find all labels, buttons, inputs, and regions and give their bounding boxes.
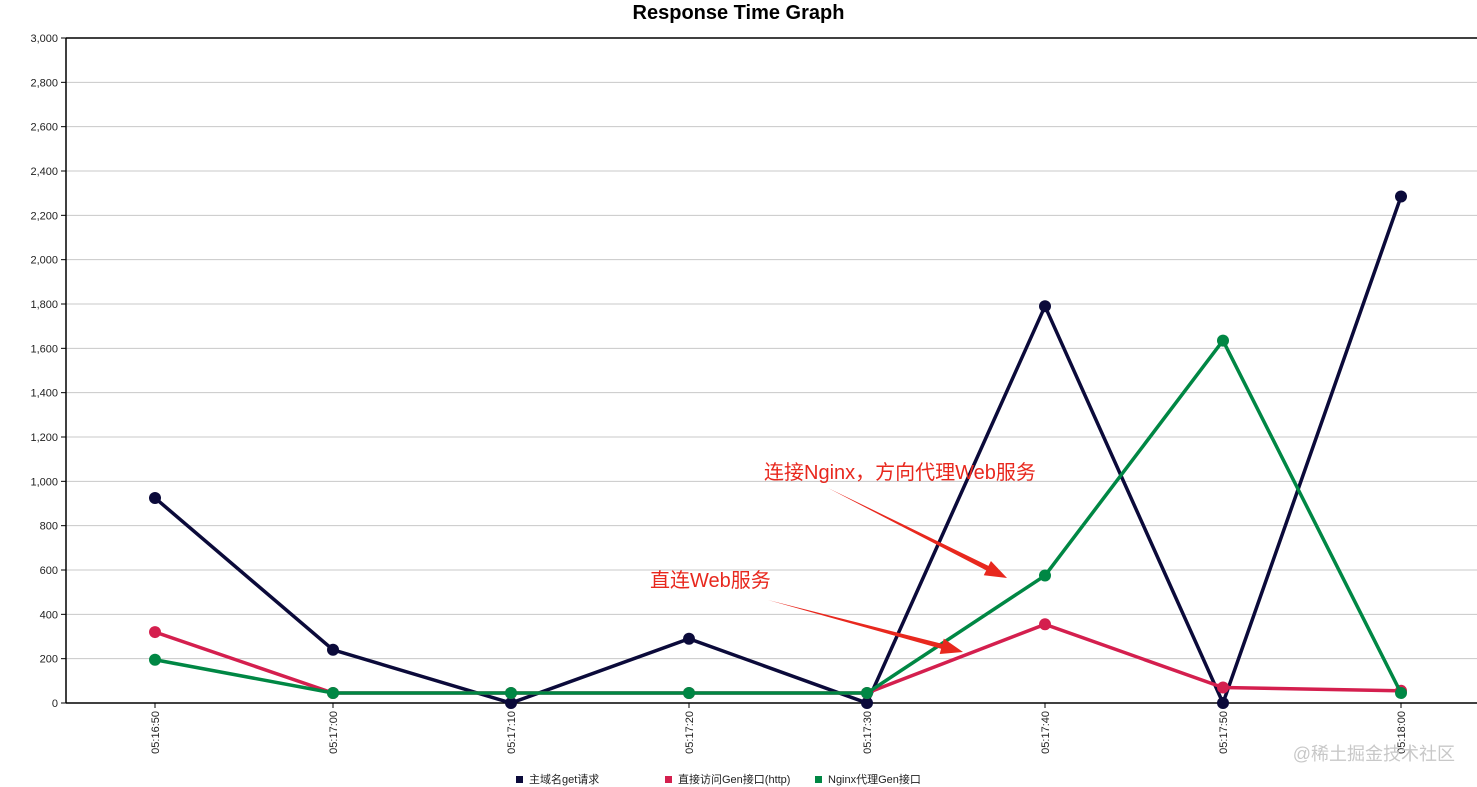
y-tick-label: 1,800 bbox=[30, 299, 58, 311]
annotation-arrow-nginx bbox=[828, 488, 1007, 578]
x-tick-label: 05:18:00 bbox=[1396, 711, 1408, 754]
y-tick-label: 1,400 bbox=[30, 388, 58, 400]
data-point bbox=[327, 643, 339, 656]
y-tick-label: 1,600 bbox=[30, 343, 58, 355]
legend-label: 直接访问Gen接口(http) bbox=[678, 774, 791, 786]
legend-label: Nginx代理Gen接口 bbox=[828, 774, 921, 786]
watermark: @稀土掘金技术社区 bbox=[1292, 744, 1455, 764]
x-tick-label: 05:17:20 bbox=[684, 711, 696, 754]
legend-item-0: 主域名get请求 bbox=[516, 771, 599, 787]
annotation-arrow-direct bbox=[768, 600, 963, 655]
y-tick-label: 2,000 bbox=[30, 255, 58, 267]
series-line-2 bbox=[154, 337, 1403, 695]
legend-swatch bbox=[815, 775, 822, 783]
data-point bbox=[327, 687, 339, 700]
data-point bbox=[683, 687, 695, 700]
y-tick-label: 1,000 bbox=[30, 476, 58, 488]
y-tick-label: 3,000 bbox=[30, 33, 58, 45]
legend-item-2: Nginx代理Gen接口 bbox=[815, 771, 921, 787]
y-tick-label: 1,200 bbox=[30, 432, 58, 444]
y-tick-label: 2,200 bbox=[30, 210, 58, 222]
data-point bbox=[149, 491, 161, 504]
data-point bbox=[149, 626, 161, 639]
data-point bbox=[505, 687, 517, 700]
data-point bbox=[1039, 300, 1051, 313]
y-tick-label: 600 bbox=[40, 565, 58, 577]
data-point bbox=[683, 632, 695, 645]
legend-item-1: 直接访问Gen接口(http) bbox=[665, 771, 790, 787]
y-tick-label: 0 bbox=[52, 698, 58, 710]
x-tick-label: 05:17:00 bbox=[328, 711, 340, 754]
series-line-0 bbox=[153, 195, 1403, 708]
data-point bbox=[861, 697, 873, 709]
y-tick-label: 800 bbox=[40, 521, 58, 533]
data-point bbox=[1039, 569, 1051, 582]
annotation-nginx: 连接Nginx，方向代理Web服务 bbox=[764, 462, 1036, 484]
chart-title: Response Time Graph bbox=[632, 2, 845, 24]
legend-label: 主域名get请求 bbox=[529, 774, 600, 786]
legend-swatch bbox=[665, 775, 672, 783]
data-point bbox=[1217, 334, 1229, 347]
x-tick-label: 05:17:40 bbox=[1040, 711, 1052, 754]
y-tick-label: 400 bbox=[40, 609, 58, 621]
y-tick-label: 2,600 bbox=[30, 122, 58, 134]
data-point bbox=[505, 697, 517, 709]
x-tick-label: 05:17:10 bbox=[506, 711, 518, 754]
y-tick-label: 2,800 bbox=[30, 77, 58, 89]
data-point bbox=[149, 653, 161, 666]
data-point bbox=[1217, 697, 1229, 709]
data-point bbox=[1395, 190, 1407, 203]
y-tick-label: 2,400 bbox=[30, 166, 58, 178]
data-point bbox=[1395, 687, 1407, 700]
x-tick-label: 05:17:30 bbox=[862, 711, 874, 754]
legend-swatch bbox=[516, 775, 523, 783]
data-point bbox=[861, 687, 873, 700]
data-point bbox=[1039, 618, 1051, 631]
y-tick-label: 200 bbox=[40, 654, 58, 666]
annotation-direct: 直连Web服务 bbox=[650, 570, 771, 592]
x-tick-label: 05:16:50 bbox=[150, 711, 162, 754]
x-tick-label: 05:17:50 bbox=[1218, 711, 1230, 754]
data-point bbox=[1217, 681, 1229, 694]
